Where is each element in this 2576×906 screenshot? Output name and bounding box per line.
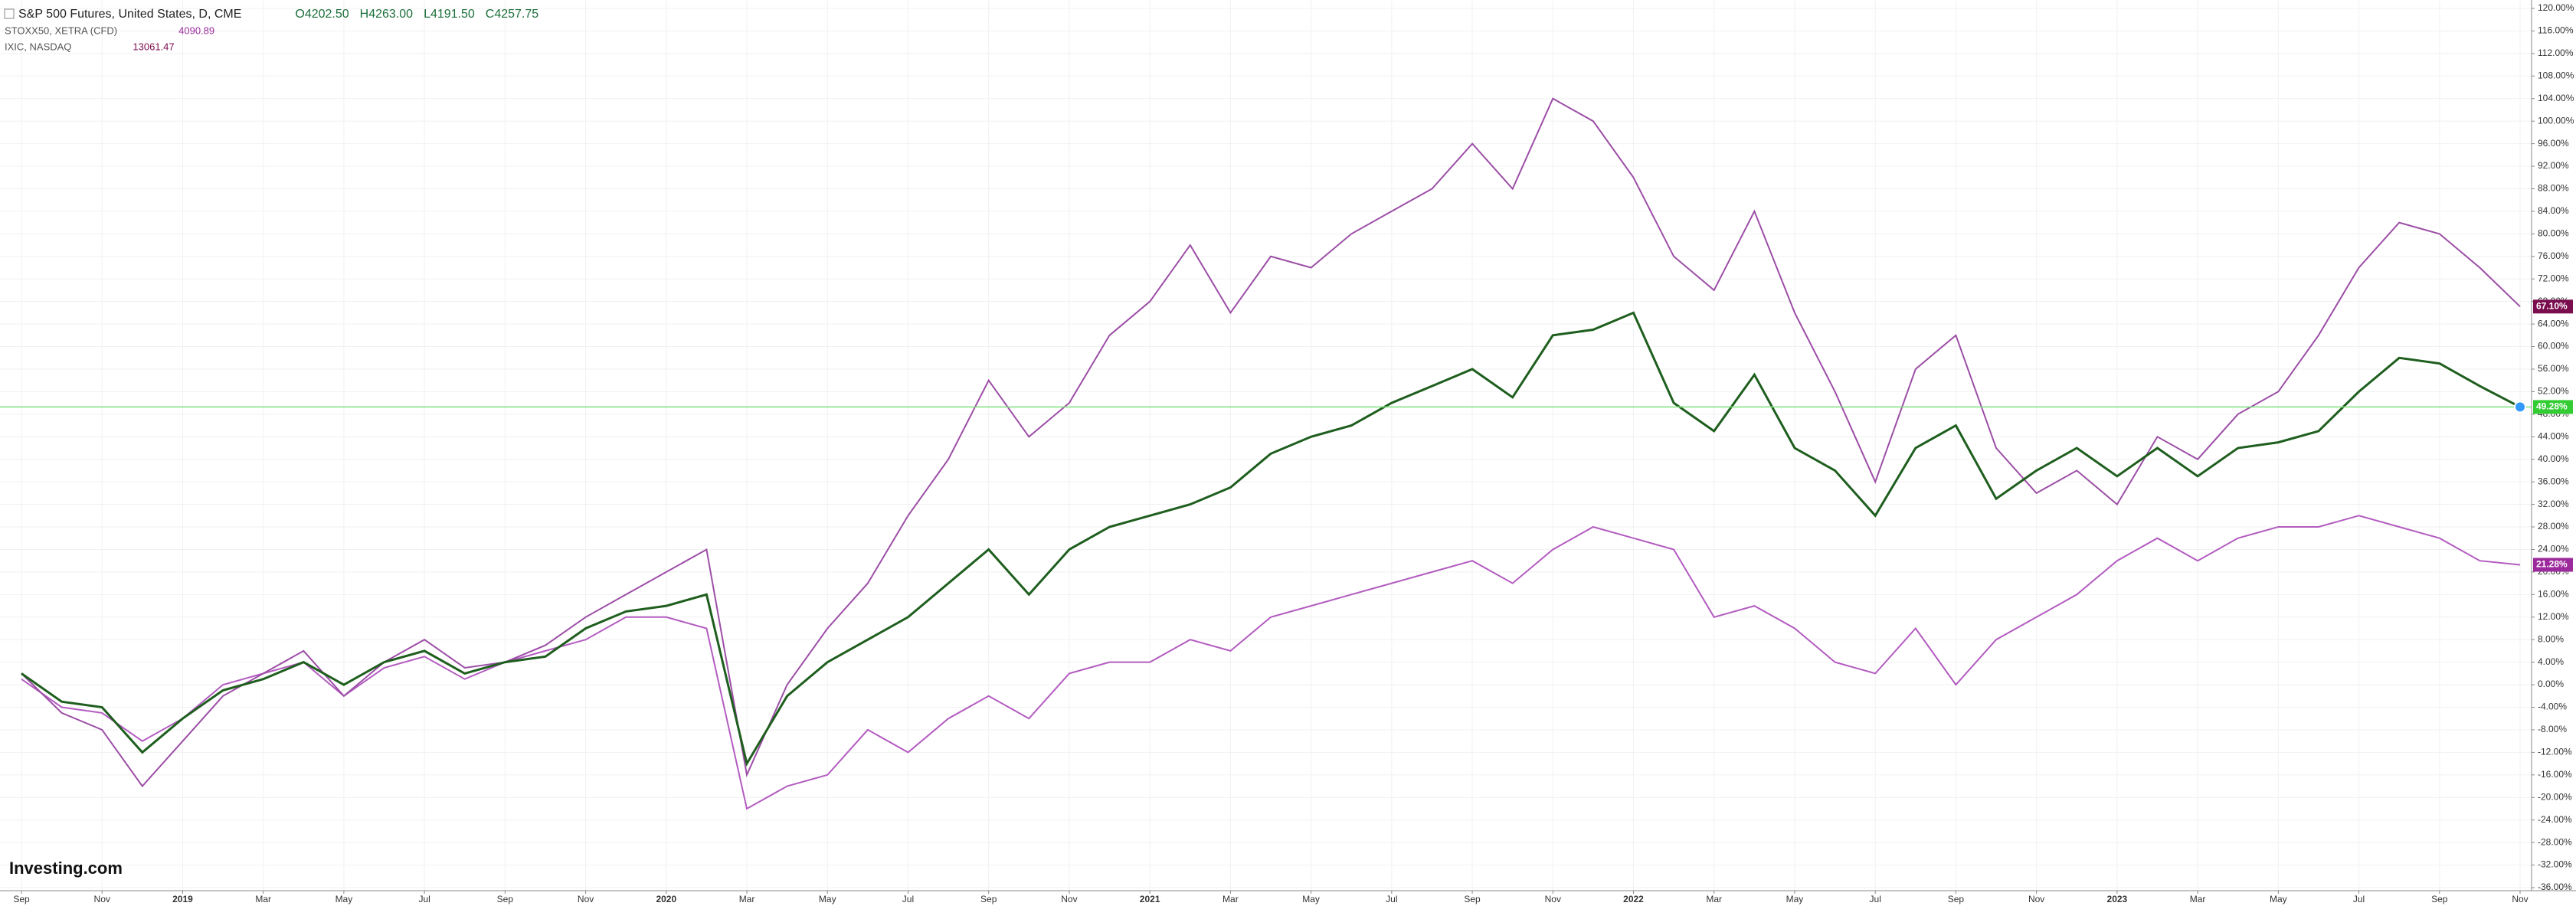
x-tick-label: May [1302, 894, 1320, 904]
x-tick-label: Nov [578, 894, 594, 904]
y-tick-label: 40.00% [2538, 453, 2569, 464]
y-tick-label: -24.00% [2538, 814, 2572, 825]
y-tick-label: 24.00% [2538, 544, 2569, 554]
legend: S&P 500 Futures, United States, D, CME O4… [4, 8, 538, 52]
end-label: 49.28% [2536, 401, 2568, 412]
y-tick-label: 56.00% [2538, 363, 2569, 374]
series-line [21, 97, 2521, 788]
x-tick-label: Nov [1061, 894, 1077, 904]
legend-last: 13061.47 [133, 41, 174, 52]
ohlc-label: H4263.00 [360, 8, 413, 21]
ohlc-label: C4257.75 [486, 8, 538, 21]
y-tick-label: 28.00% [2538, 521, 2569, 531]
y-tick-label: 120.00% [2538, 2, 2574, 13]
axes: 120.00% 116.00% 112.00% 108.00% 104.00% 100.0… [13, 2, 2574, 904]
x-tick-label: Nov [2028, 894, 2044, 904]
y-tick-label: -16.00% [2538, 769, 2572, 780]
x-tick-label: Jul [418, 894, 430, 904]
x-tick-label: Nov [94, 894, 110, 904]
x-tick-label: Jul [1870, 894, 1881, 904]
y-tick-label: 72.00% [2538, 273, 2569, 283]
y-tick-label: 16.00% [2538, 589, 2569, 600]
end-badge [2533, 299, 2573, 314]
x-tick-label: Sep [2431, 894, 2448, 904]
y-tick-label: 84.00% [2538, 205, 2569, 216]
ohlc-label: O4202.50 [295, 8, 349, 21]
y-tick-label: 112.00% [2538, 47, 2574, 58]
y-tick-label: 108.00% [2538, 70, 2574, 80]
x-tick-label: Jul [902, 894, 914, 904]
y-tick-label: 64.00% [2538, 318, 2569, 329]
plot [0, 97, 2532, 810]
legend-last: 4090.89 [178, 25, 214, 36]
ohlc-label: L4191.50 [424, 8, 475, 21]
legend-title: S&P 500 Futures, United States, D, CME [18, 8, 241, 21]
y-tick-label: 4.00% [2538, 656, 2564, 667]
x-tick-label: 2019 [172, 894, 193, 904]
x-tick-label: Sep [1464, 894, 1481, 904]
end-label: 67.10% [2536, 300, 2568, 311]
y-tick-label: 80.00% [2538, 228, 2569, 239]
y-tick-label: 36.00% [2538, 476, 2569, 486]
end-badge [2533, 400, 2573, 414]
y-tick-label: -4.00% [2538, 702, 2567, 712]
x-tick-label: Sep [13, 894, 30, 904]
y-tick-label: 12.00% [2538, 611, 2569, 622]
y-tick-label: -32.00% [2538, 859, 2572, 870]
y-tick-label: 60.00% [2538, 341, 2569, 352]
y-tick-label: 8.00% [2538, 633, 2564, 644]
x-tick-label: Mar [1706, 894, 1722, 904]
x-tick-label: Nov [1545, 894, 1561, 904]
x-tick-label: Jul [1386, 894, 1397, 904]
y-tick-label: 76.00% [2538, 250, 2569, 261]
x-tick-label: Jul [2353, 894, 2365, 904]
y-tick-label: 44.00% [2538, 430, 2569, 441]
x-tick-label: Sep [1948, 894, 1965, 904]
y-tick-label: 52.00% [2538, 386, 2569, 397]
y-tick-label: -20.00% [2538, 791, 2572, 802]
x-tick-label: May [336, 894, 353, 904]
series-line [21, 515, 2521, 810]
x-tick-label: Nov [2512, 894, 2528, 904]
y-tick-label: 88.00% [2538, 183, 2569, 194]
y-tick-label: 116.00% [2538, 25, 2574, 36]
y-tick-label: 32.00% [2538, 499, 2569, 509]
x-tick-label: May [819, 894, 836, 904]
end-badge [2533, 558, 2573, 572]
y-tick-label: 100.00% [2538, 115, 2574, 126]
y-tick-label: 104.00% [2538, 93, 2574, 103]
x-tick-label: Mar [739, 894, 755, 904]
x-tick-label: May [2270, 894, 2287, 904]
x-tick-label: 2020 [656, 894, 676, 904]
x-tick-label: 2023 [2107, 894, 2128, 904]
watermark: Investing.com [9, 859, 123, 878]
x-tick-label: 2021 [1140, 894, 1160, 904]
grid [0, 0, 2532, 891]
x-tick-label: Sep [980, 894, 997, 904]
y-tick-label: -12.00% [2538, 747, 2572, 757]
y-tick-label: -8.00% [2538, 724, 2567, 734]
x-tick-label: Sep [497, 894, 514, 904]
x-tick-label: Mar [1223, 894, 1239, 904]
y-tick-label: 96.00% [2538, 138, 2569, 149]
series-line [21, 311, 2521, 767]
x-tick-label: Mar [2190, 894, 2206, 904]
x-tick-label: Mar [255, 894, 271, 904]
legend-name: STOXX50, XETRA (CFD) [5, 25, 117, 36]
end-label: 21.28% [2536, 559, 2568, 570]
y-tick-label: 92.00% [2538, 160, 2569, 171]
y-tick-label: -28.00% [2538, 836, 2572, 847]
x-tick-label: 2022 [1623, 894, 1644, 904]
y-tick-label: -36.00% [2538, 881, 2572, 892]
last-point [2514, 401, 2526, 414]
y-tick-label: 0.00% [2538, 679, 2564, 689]
x-tick-label: May [1786, 894, 1804, 904]
legend-toggle [4, 8, 15, 19]
legend-name: IXIC, NASDAQ [5, 41, 71, 52]
